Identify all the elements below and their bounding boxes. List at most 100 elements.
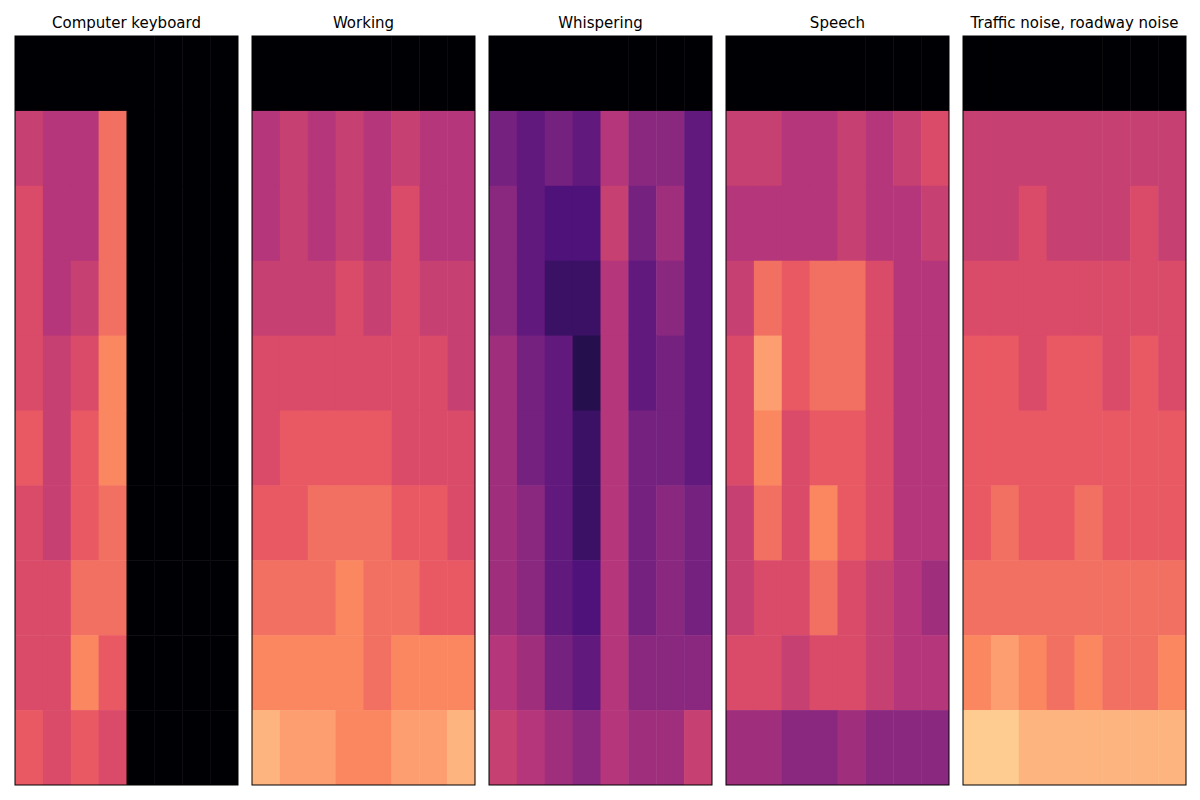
heatmap-cell: [573, 485, 601, 560]
heatmap-cell: [252, 560, 280, 635]
heatmap-cell: [754, 560, 782, 635]
heatmap-cell: [573, 111, 601, 186]
heatmap-cell: [810, 36, 838, 111]
heatmap-cell: [1130, 36, 1158, 111]
heatmap-cell: [865, 186, 893, 261]
heatmap-cell: [308, 261, 336, 336]
heatmap-cell: [252, 261, 280, 336]
heatmap-cell: [1102, 710, 1130, 785]
heatmap-cell: [419, 111, 447, 186]
heatmap-cell: [1102, 411, 1130, 486]
heatmap-cell: [99, 186, 127, 261]
heatmap-cell: [419, 411, 447, 486]
heatmap-cell: [684, 336, 712, 411]
heatmap-cell: [726, 36, 754, 111]
heatmap-cell: [545, 560, 573, 635]
heatmap-cell: [656, 186, 684, 261]
heatmap-cell: [921, 411, 949, 486]
heatmap-cell: [43, 710, 71, 785]
heatmap-cell: [893, 261, 921, 336]
heatmap-cell: [1019, 111, 1047, 186]
heatmap-cell: [1019, 336, 1047, 411]
heatmap-cell: [628, 560, 656, 635]
panel: Traffic noise, roadway noise: [963, 14, 1187, 786]
heatmap-cell: [865, 635, 893, 710]
heatmap-cell: [1130, 336, 1158, 411]
heatmap-cell: [1102, 336, 1130, 411]
panel-title: Traffic noise, roadway noise: [970, 14, 1179, 32]
heatmap-cell: [754, 411, 782, 486]
heatmap-cell: [71, 560, 99, 635]
heatmap-cell: [1158, 261, 1186, 336]
heatmap-cell: [336, 111, 364, 186]
heatmap-cell: [127, 261, 155, 336]
heatmap-cell: [252, 411, 280, 486]
heatmap-cell: [15, 560, 43, 635]
heatmap-cell: [419, 560, 447, 635]
heatmap-cell: [252, 635, 280, 710]
heatmap-cell: [1075, 186, 1103, 261]
heatmap-cell: [628, 186, 656, 261]
heatmap-cell: [656, 261, 684, 336]
heatmap-cell: [656, 635, 684, 710]
heatmap-cell: [1019, 261, 1047, 336]
heatmap-cell: [308, 485, 336, 560]
heatmap-cell: [71, 336, 99, 411]
heatmap-cell: [865, 485, 893, 560]
heatmap-cell: [71, 635, 99, 710]
plot-frame: [15, 36, 238, 785]
heatmap-cell: [1047, 336, 1075, 411]
heatmap-cell: [182, 261, 210, 336]
heatmap-cell: [1047, 261, 1075, 336]
heatmap-cell: [991, 710, 1019, 785]
heatmap-cell: [252, 36, 280, 111]
heatmap-cell: [1047, 186, 1075, 261]
heatmap-cell: [1158, 635, 1186, 710]
heatmap-cell: [601, 336, 629, 411]
heatmap-cell: [684, 635, 712, 710]
heatmap-cell: [684, 36, 712, 111]
heatmap-cell: [210, 560, 238, 635]
panel-title: Computer keyboard: [52, 14, 201, 32]
heatmap-cell: [308, 336, 336, 411]
heatmap-cell: [838, 710, 866, 785]
heatmap-cell: [391, 336, 419, 411]
heatmap-cell: [754, 710, 782, 785]
heatmap-cell: [601, 261, 629, 336]
heatmap-cell: [1019, 411, 1047, 486]
heatmap-cell: [489, 710, 517, 785]
plot-frame: [252, 36, 475, 785]
heatmap-cell: [726, 186, 754, 261]
heatmap-cell: [1158, 560, 1186, 635]
heatmap-cell: [43, 560, 71, 635]
heatmap-cell: [252, 485, 280, 560]
heatmap-cell: [252, 186, 280, 261]
panel: Computer keyboard: [15, 14, 239, 786]
plot-frame: [726, 36, 949, 785]
heatmap-cell: [573, 560, 601, 635]
plot-frame: [489, 36, 712, 785]
heatmap-cell: [573, 336, 601, 411]
panel-title: Speech: [810, 14, 865, 32]
heatmap-cell: [838, 560, 866, 635]
heatmap-cells: [252, 36, 475, 785]
heatmap-cell: [628, 336, 656, 411]
heatmap-cell: [628, 36, 656, 111]
heatmap-cell: [364, 710, 392, 785]
panel-title: Working: [333, 14, 394, 32]
heatmap-cell: [991, 111, 1019, 186]
heatmap-cell: [154, 635, 182, 710]
heatmap-cell: [754, 336, 782, 411]
heatmap-cell: [684, 411, 712, 486]
heatmap-cell: [154, 111, 182, 186]
heatmap-cell: [545, 186, 573, 261]
heatmap-cell: [517, 336, 545, 411]
heatmap-cell: [838, 36, 866, 111]
heatmap-cell: [754, 485, 782, 560]
heatmap-cell: [1047, 485, 1075, 560]
heatmap-cell: [15, 261, 43, 336]
heatmap-cell: [210, 485, 238, 560]
heatmap-cell: [71, 261, 99, 336]
heatmap-cells: [963, 36, 1186, 785]
heatmap-cell: [99, 411, 127, 486]
